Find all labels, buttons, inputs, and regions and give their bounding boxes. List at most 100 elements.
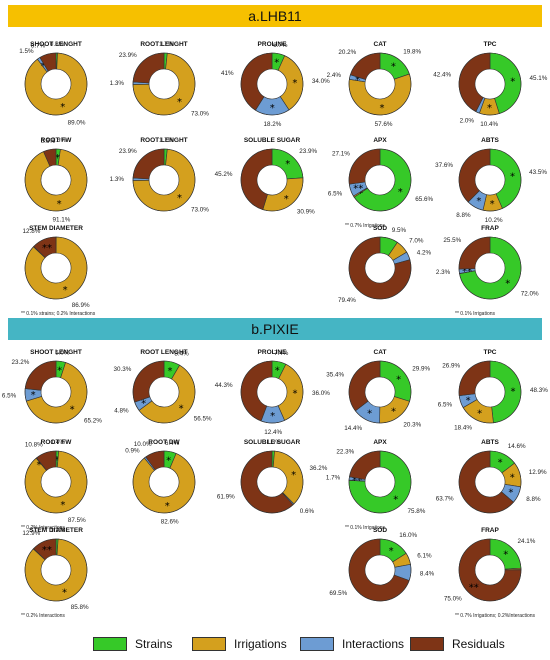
chart-title: CAT [374,349,387,356]
legend-item-irrigations: Irrigations [192,637,287,651]
chart-title: FRAP [481,225,499,232]
significance-star: * [391,61,396,72]
slice-label: 29.9% [412,365,430,372]
significance-star: * [508,488,513,499]
significance-star: * [476,196,481,207]
donut-outline [132,360,196,424]
slice-label: 22.3% [336,448,354,455]
slice-label: 19.8% [403,48,421,55]
slice-label: 1.7% [159,137,174,144]
donut-root-fw-b-18: ROOT FW*1.4%*87.5%**10.8%** 0.2% Interac… [21,439,88,531]
chart-title: ROOT LENGHT [140,137,187,144]
significance-star: * [510,387,515,398]
slice-label: 2.0% [460,118,475,125]
significance-star: * [60,102,65,113]
slice-label: 79.4% [338,297,356,304]
slice-label: 73.0% [191,111,209,118]
donut-frap-a-12: FRAP * 72.0% ** 2.3% 25.5% ** 0.1% Irrigations [436,225,539,317]
donut-outline [240,52,304,116]
significance-star: * [510,77,515,88]
slice-label: 65.6% [415,196,433,203]
slice-label: 91.1% [52,217,70,224]
slice-label: 36.0% [312,390,330,397]
chart-note: ** 0.1% Irrigations [455,311,496,317]
slice-label: 1.4% [51,439,66,446]
significance-star: * [477,409,482,420]
donut-frap-b-25: FRAP * 24.1% ** 75.0% ** 0.7% Irrigations; 0.… [444,527,536,619]
slice-label: 1.1% [50,527,65,534]
slice-label: 10.4% [480,121,498,128]
chart-title: ABTS [481,137,499,144]
significance-star: * [380,103,385,114]
chart-note: ** 0.7% Irrigations [345,223,386,229]
slice-label: 2.3% [52,137,67,144]
chart-title: SOLUBLE SUGAR [244,439,301,446]
chart-title: PROLINE [258,349,288,356]
legend-label-interactions: Interactions [342,637,405,651]
significance-star: * [355,75,360,86]
donut-apx-a-8: APX*65.6%***6.5%27.1%** 0.7% Irrigations [328,137,434,229]
significance-star: ** [353,184,363,195]
chart-note: ** 0.7% Irrigations; 0.2%Interactions [455,613,536,619]
significance-star: * [274,58,279,69]
chart-title: TPC [484,349,497,356]
significance-star: * [179,403,184,414]
donut-sod-a-11: SOD 9.5%7.0% 4.2% 79.4% [338,225,432,304]
slice-label: 75.8% [407,508,425,515]
significance-star: * [358,188,363,199]
significance-star: ** [352,475,362,486]
significance-star: * [177,193,182,204]
slice-label: 0.8% [50,41,65,48]
donut-cat-a-3: CAT * 19.8% * 57.6% * 2.4% 20.2% [327,41,422,128]
slice-label: 89.0% [68,119,86,126]
slice-label: 6.5% [438,402,453,409]
significance-star: * [292,78,297,89]
legend-swatch-residuals [410,637,444,651]
slice-label: 0.9% [125,447,140,454]
donut-outline [458,450,522,514]
significance-star: ** [469,582,479,593]
donut-outline [24,538,88,602]
significance-star: * [284,194,289,205]
chart-title: ROOT DW [148,439,180,446]
slice-label: 30.9% [297,208,315,215]
donut-outline [24,450,88,514]
slice-label: 86.9% [72,302,90,309]
significance-star: * [487,103,492,114]
donut-proline-b-15: PROLINE * 7.4% * 36.0% * 12.4% 44.3% [215,349,330,436]
slice-label: 7.0% [409,238,424,245]
significance-star: * [63,285,68,296]
donut-outline [348,360,412,424]
slice-label: 10.8% [25,441,43,448]
slice-label: 65.2% [84,418,102,425]
slice-label: 43.5% [529,169,547,176]
slice-residuals [348,148,381,185]
chart-title: TPC [484,41,497,48]
slice-label: 37.6% [435,162,453,169]
slice-label: 14.4% [344,425,362,432]
chart-note: ** 0.2% Interactions [21,613,65,619]
slice-label: 41% [221,70,234,77]
chart-title: CAT [374,41,387,48]
slice-label: 20.2% [338,49,356,56]
chart-title: APX [373,137,387,144]
slice-label: 12.4% [264,429,282,436]
significance-star: * [393,495,398,506]
slice-label: 20.3% [403,421,421,428]
chart-title: STEM DIAMETER [29,225,83,232]
slice-label: 23.9% [119,52,137,59]
chart-title: FRAP [481,527,499,534]
donut-outline [458,148,522,212]
significance-star: * [57,365,62,376]
slice-label: 63.7% [436,496,454,503]
legend-item-interactions: Interactions [300,637,404,651]
donut-root-fw-a-5: ROOT FW * 2.3% * 91.1% 6.6% [24,137,88,224]
donut-outline [24,52,88,116]
slice-label: 8.8% [456,212,471,219]
